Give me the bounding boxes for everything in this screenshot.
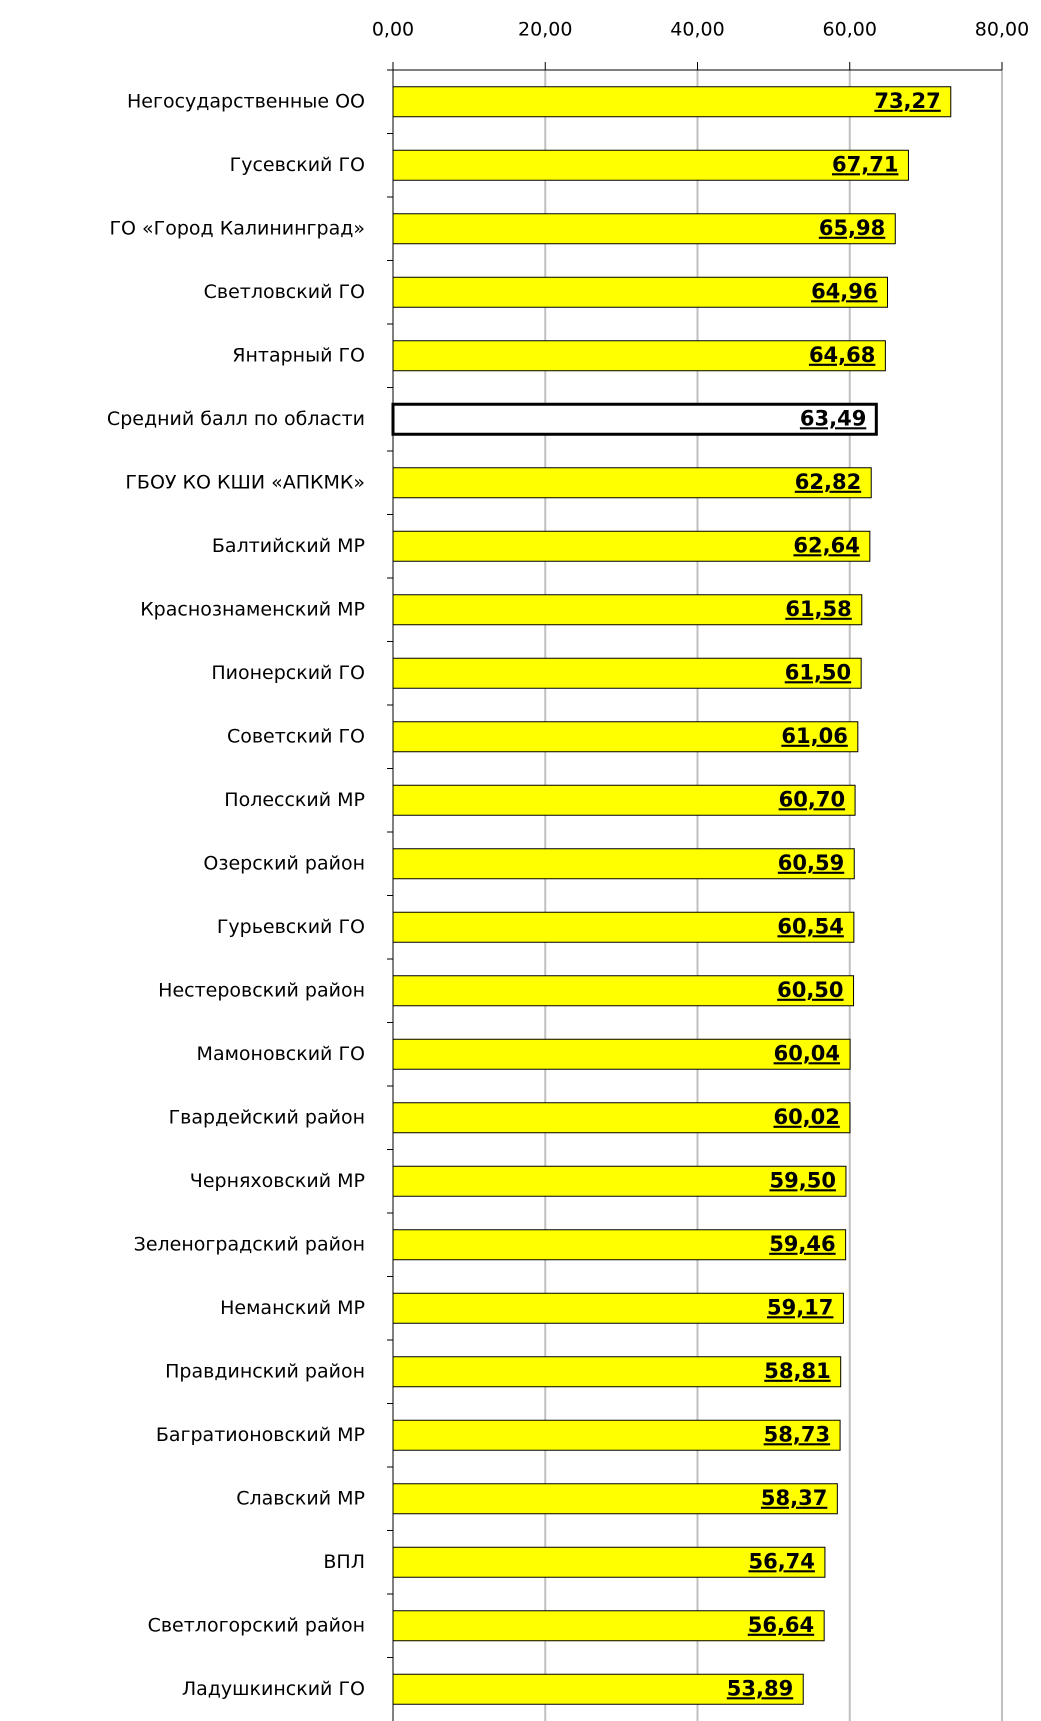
y-tick-label: ВПЛ xyxy=(323,1551,365,1573)
bar xyxy=(392,149,909,181)
y-tick-label: Пионерский ГО xyxy=(211,662,365,684)
bar xyxy=(392,1483,838,1515)
value-label: 59,50 xyxy=(770,1168,836,1192)
value-label: 64,68 xyxy=(809,343,875,367)
value-label: 58,81 xyxy=(764,1359,830,1383)
y-tick-label: Гусевский ГО xyxy=(230,154,365,176)
bar xyxy=(391,402,878,436)
y-tick-label: Славский МР xyxy=(236,1487,365,1509)
bar xyxy=(392,530,871,562)
y-tick-label: ГО «Город Калининград» xyxy=(109,217,365,239)
value-label: 60,02 xyxy=(773,1105,839,1129)
bar xyxy=(392,340,886,372)
bar xyxy=(392,1673,804,1705)
y-tick-label: Зеленоградский район xyxy=(134,1233,365,1255)
bar xyxy=(392,657,862,689)
bar xyxy=(392,1165,847,1197)
value-label: 63,49 xyxy=(800,406,866,430)
bar xyxy=(392,1292,844,1324)
value-label: 62,64 xyxy=(793,533,859,557)
bar xyxy=(392,276,889,308)
y-tick-label: Советский ГО xyxy=(227,725,365,747)
value-label: 61,58 xyxy=(785,597,851,621)
bar xyxy=(392,1038,851,1070)
y-tick-label: Светлогорский район xyxy=(148,1614,365,1636)
x-tick-label: 0,00 xyxy=(372,19,414,41)
y-tick-label: Ладушкинский ГО xyxy=(182,1678,365,1700)
y-tick-label: Гвардейский район xyxy=(169,1106,365,1128)
value-label: 59,46 xyxy=(769,1232,835,1256)
y-tick-label: Правдинский район xyxy=(165,1360,365,1382)
value-label: 67,71 xyxy=(832,152,898,176)
value-label: 59,17 xyxy=(767,1295,833,1319)
value-label: 62,82 xyxy=(795,470,861,494)
y-tick-label: Нестеровский район xyxy=(158,979,365,1001)
value-label: 56,64 xyxy=(748,1613,814,1637)
value-label: 58,73 xyxy=(764,1422,830,1446)
y-tick-label: Озерский район xyxy=(203,852,365,874)
value-label: 60,70 xyxy=(779,787,845,811)
y-tick-label: Негосударственные ОО xyxy=(127,90,365,112)
y-tick-label: Багратионовский МР xyxy=(156,1424,365,1446)
bar xyxy=(392,594,863,626)
bar xyxy=(392,213,896,245)
y-tick-label: Черняховский МР xyxy=(190,1170,365,1192)
bar xyxy=(392,1102,851,1134)
value-label: 60,50 xyxy=(777,978,843,1002)
value-label: 73,27 xyxy=(874,89,940,113)
value-label: 58,37 xyxy=(761,1486,827,1510)
bar xyxy=(392,721,859,753)
x-tick-label: 20,00 xyxy=(518,19,572,41)
bar xyxy=(392,467,872,499)
value-label: 60,04 xyxy=(774,1041,840,1065)
value-label: 56,74 xyxy=(748,1549,814,1573)
y-tick-label: ГБОУ КО КШИ «АПКМК» xyxy=(125,471,365,493)
x-tick-label: 80,00 xyxy=(975,19,1029,41)
bar xyxy=(392,1356,842,1388)
value-label: 64,96 xyxy=(811,279,877,303)
y-tick-label: Полесский МР xyxy=(224,789,365,811)
x-tick-label: 40,00 xyxy=(670,19,724,41)
y-tick-label: Средний балл по области xyxy=(107,408,365,430)
y-tick-label: Краснознаменский МР xyxy=(140,598,365,620)
value-label: 61,50 xyxy=(785,660,851,684)
bar xyxy=(392,911,855,943)
bar xyxy=(392,1419,841,1451)
bar xyxy=(392,1610,825,1642)
value-label: 65,98 xyxy=(819,216,885,240)
value-label: 60,59 xyxy=(778,851,844,875)
value-label: 53,89 xyxy=(727,1676,793,1700)
bar xyxy=(392,975,855,1007)
y-tick-label: Гурьевский ГО xyxy=(217,916,365,938)
bar xyxy=(392,784,856,816)
y-tick-label: Мамоновский ГО xyxy=(197,1043,365,1065)
y-tick-label: Янтарный ГО xyxy=(232,344,365,366)
y-tick-label: Светловский ГО xyxy=(204,281,365,303)
bar xyxy=(392,1229,847,1261)
value-label: 60,54 xyxy=(777,914,843,938)
y-tick-label: Неманский МР xyxy=(220,1297,365,1319)
bar xyxy=(392,848,855,880)
value-label: 61,06 xyxy=(781,724,847,748)
y-tick-label: Балтийский МР xyxy=(212,535,365,557)
bar xyxy=(392,86,952,118)
bar xyxy=(392,1546,826,1578)
x-tick-label: 60,00 xyxy=(823,19,877,41)
